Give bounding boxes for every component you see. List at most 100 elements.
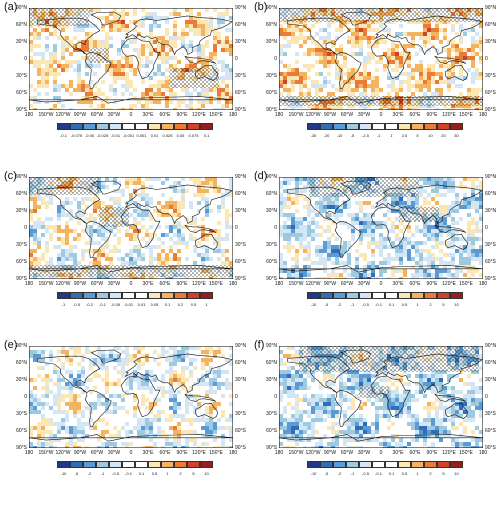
- field-cell: [29, 406, 33, 410]
- colorbar-tick: 10: [454, 302, 459, 307]
- field-cell: [283, 265, 287, 269]
- field-cell: [443, 177, 447, 181]
- field-cell: [423, 24, 427, 28]
- field-cell: [81, 96, 85, 100]
- field-cell: [459, 414, 463, 418]
- field-cell: [351, 72, 355, 76]
- field-cell: [81, 40, 85, 44]
- field-cell: [97, 104, 101, 108]
- field-cell: [339, 253, 343, 257]
- field-cell: [73, 410, 77, 414]
- field-cell: [331, 221, 335, 225]
- field-cell: [435, 36, 439, 40]
- field-cell: [451, 241, 455, 245]
- coastline: [434, 55, 467, 64]
- field-cell: [355, 88, 359, 92]
- field-cell: [129, 64, 133, 68]
- field-cell: [145, 354, 149, 358]
- field-cell: [383, 406, 387, 410]
- field-cell: [45, 72, 49, 76]
- field-cell: [145, 233, 149, 237]
- colorbar-tick: 0.5: [151, 471, 158, 476]
- field-cell: [125, 56, 129, 60]
- field-cell: [93, 362, 97, 366]
- field-cell: [65, 48, 69, 52]
- field-cell: [351, 446, 355, 448]
- field-cell: [169, 36, 173, 40]
- field-cell: [161, 60, 165, 64]
- colorbar-tick: -5: [350, 133, 355, 138]
- field-cell: [205, 346, 209, 350]
- field-cell: [363, 108, 367, 110]
- field-cell: [283, 32, 287, 36]
- field-cell: [89, 378, 93, 382]
- field-cell: [41, 253, 45, 257]
- field-cell: [467, 28, 471, 32]
- field-cell: [93, 229, 97, 233]
- field-cell: [141, 426, 145, 430]
- field-cell: [221, 426, 225, 430]
- field-cell: [41, 378, 45, 382]
- field-cell: [287, 197, 291, 201]
- field-cell: [387, 414, 391, 418]
- field-cell: [165, 257, 169, 261]
- field-cell: [323, 269, 327, 273]
- field-cell: [403, 253, 407, 257]
- field-cell: [427, 382, 431, 386]
- field-cell: [65, 213, 69, 217]
- field-cell: [225, 84, 229, 88]
- field-cell: [291, 273, 295, 277]
- field-cell: [97, 402, 101, 406]
- field-cell: [431, 406, 435, 410]
- field-cell: [427, 32, 431, 36]
- field-cell: [229, 48, 233, 52]
- field-cell: [109, 28, 113, 32]
- field-cell: [283, 422, 287, 426]
- field-cell: [205, 28, 209, 32]
- field-cell: [205, 205, 209, 209]
- field-cell: [193, 442, 197, 446]
- field-cell: [339, 108, 343, 110]
- field-cell: [423, 257, 427, 261]
- field-cell: [125, 410, 129, 414]
- field-cell: [291, 406, 295, 410]
- field-cell: [359, 277, 363, 279]
- field-cell: [343, 84, 347, 88]
- field-cell: [157, 410, 161, 414]
- colorbar-box: [174, 292, 187, 299]
- field-cell: [315, 249, 319, 253]
- field-cell: [197, 108, 201, 110]
- field-cell: [37, 237, 41, 241]
- field-cell: [323, 217, 327, 221]
- field-cell: [217, 40, 221, 44]
- lon-label: 120°W: [55, 281, 71, 287]
- field-cell: [129, 193, 133, 197]
- field-cell: [391, 269, 395, 273]
- field-cell: [129, 40, 133, 44]
- field-cell: [407, 382, 411, 386]
- field-cell: [93, 221, 97, 225]
- field-cell: [209, 406, 213, 410]
- field-cell: [439, 406, 443, 410]
- field-cell: [323, 374, 327, 378]
- field-cell: [439, 374, 443, 378]
- field-cell: [331, 273, 335, 277]
- field-cell: [149, 96, 153, 100]
- field-cell: [419, 76, 423, 80]
- field-cell: [283, 418, 287, 422]
- coastline: [340, 349, 372, 364]
- field-cell: [97, 438, 101, 442]
- field-cell: [447, 177, 451, 181]
- field-cell: [33, 100, 37, 104]
- field-cell: [205, 40, 209, 44]
- lat-label: 90°N: [15, 342, 27, 349]
- field-cell: [455, 273, 459, 277]
- field-cell: [359, 80, 363, 84]
- field-cell: [69, 257, 73, 261]
- field-cell: [85, 88, 89, 92]
- field-cell: [57, 88, 61, 92]
- field-cell: [129, 261, 133, 265]
- field-cell: [335, 209, 339, 213]
- field-cell: [427, 181, 431, 185]
- field-cell: [213, 390, 217, 394]
